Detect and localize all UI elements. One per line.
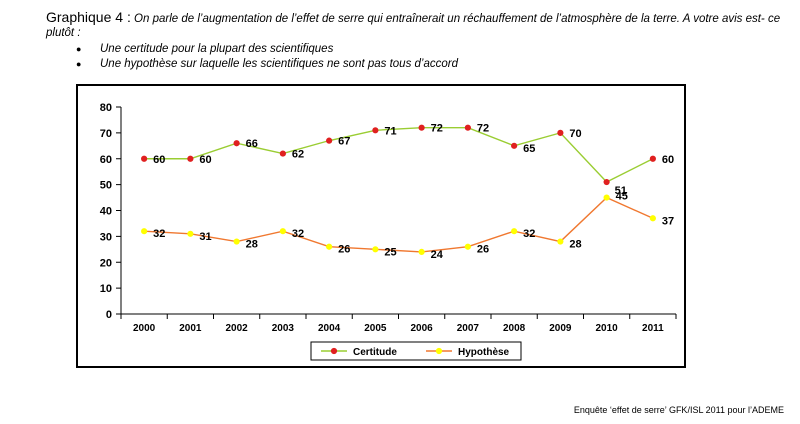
data-point xyxy=(187,155,194,162)
chart-caption: Graphique 4 : On parle de l’augmentation… xyxy=(46,10,791,40)
data-point xyxy=(141,228,148,235)
y-tick-label: 70 xyxy=(100,128,112,140)
x-tick-label: 2005 xyxy=(364,323,387,334)
data-point xyxy=(418,124,425,131)
data-point xyxy=(187,230,194,237)
data-point xyxy=(557,238,564,245)
data-label: 51 xyxy=(615,185,627,197)
data-point xyxy=(649,155,656,162)
legend-box xyxy=(310,341,522,361)
data-point xyxy=(511,228,518,235)
data-label: 67 xyxy=(338,136,350,148)
source-note: Enquête ‘effet de serre’ GFK/ISL 2011 po… xyxy=(573,405,784,415)
x-tick-label: 2003 xyxy=(272,323,295,334)
data-label: 71 xyxy=(384,125,396,137)
x-tick-label: 2000 xyxy=(133,323,156,334)
data-point xyxy=(649,215,656,222)
y-tick-label: 60 xyxy=(100,154,112,166)
figure-number: Graphique 4 : xyxy=(46,9,131,25)
answer-options: ● Une certitude pour la plupart des scie… xyxy=(46,42,458,72)
y-tick-label: 80 xyxy=(100,102,112,114)
data-label: 26 xyxy=(338,244,350,256)
data-label: 25 xyxy=(384,246,396,258)
answer-option-label: Une hypothèse sur laquelle les scientifi… xyxy=(100,58,458,70)
data-point xyxy=(464,243,471,250)
legend-label: Certitude xyxy=(353,347,397,358)
legend-marker xyxy=(435,347,443,355)
data-point xyxy=(372,127,379,134)
data-point xyxy=(141,155,148,162)
data-point xyxy=(372,246,379,253)
bullet-icon: ● xyxy=(76,59,82,69)
legend-marker xyxy=(330,347,338,355)
y-tick-label: 0 xyxy=(106,309,112,321)
answer-option: ● Une certitude pour la plupart des scie… xyxy=(46,42,458,57)
y-tick-label: 40 xyxy=(100,206,112,218)
data-label: 32 xyxy=(292,228,304,240)
data-label: 65 xyxy=(523,143,535,155)
answer-option: ● Une hypothèse sur laquelle les scienti… xyxy=(46,57,458,72)
legend-label: Hypothèse xyxy=(458,347,510,358)
data-label: 60 xyxy=(199,154,211,166)
chart-frame: 0 10 20 30 40 50 60 70 80 2000 2001 2002 2003 2004 200… xyxy=(76,84,686,368)
y-tick-label: 50 xyxy=(100,180,112,192)
data-point xyxy=(511,142,518,149)
x-tick-label: 2008 xyxy=(503,323,526,334)
data-point xyxy=(233,238,240,245)
x-tick-label: 2001 xyxy=(179,323,202,334)
x-tick-label: 2006 xyxy=(411,323,434,334)
data-label: 70 xyxy=(569,128,581,140)
answer-option-label: Une certitude pour la plupart des scient… xyxy=(100,43,334,55)
data-point xyxy=(326,243,333,250)
bullet-icon: ● xyxy=(76,44,82,54)
data-label: 28 xyxy=(246,239,258,251)
data-label: 26 xyxy=(477,244,489,256)
data-label: 60 xyxy=(662,154,674,166)
series-line-hypothèse xyxy=(144,196,654,253)
line-chart: 0 10 20 30 40 50 60 70 80 2000 2001 2002 2003 2004 200… xyxy=(100,102,677,361)
data-point xyxy=(233,140,240,147)
y-tick-label: 20 xyxy=(100,257,112,269)
data-label: 72 xyxy=(431,123,443,135)
data-label: 62 xyxy=(292,149,304,161)
data-label: 28 xyxy=(569,239,581,251)
survey-question: On parle de l’augmentation de l’effet de… xyxy=(46,13,781,39)
x-tick-label: 2010 xyxy=(596,323,619,334)
data-point xyxy=(557,129,564,136)
data-label: 24 xyxy=(431,249,444,261)
data-label: 60 xyxy=(153,154,165,166)
data-label: 32 xyxy=(523,228,535,240)
x-tick-label: 2011 xyxy=(642,323,664,334)
x-tick-label: 2007 xyxy=(457,323,480,334)
data-point xyxy=(418,248,425,255)
data-label: 32 xyxy=(153,228,165,240)
x-tick-label: 2004 xyxy=(318,323,341,334)
data-label: 72 xyxy=(477,123,489,135)
x-tick-label: 2009 xyxy=(549,323,572,334)
y-tick-label: 30 xyxy=(100,231,112,243)
series-line-certitude xyxy=(144,127,654,183)
data-label: 31 xyxy=(199,231,211,243)
data-label: 66 xyxy=(246,138,258,150)
data-label: 45 xyxy=(616,191,628,203)
data-point xyxy=(603,178,610,186)
data-point xyxy=(279,150,286,157)
data-label: 37 xyxy=(662,215,674,227)
data-point xyxy=(464,124,471,131)
y-tick-label: 10 xyxy=(100,283,112,295)
data-point xyxy=(603,194,610,201)
x-tick-label: 2002 xyxy=(226,323,249,334)
data-point xyxy=(326,137,333,144)
data-point xyxy=(279,228,286,235)
